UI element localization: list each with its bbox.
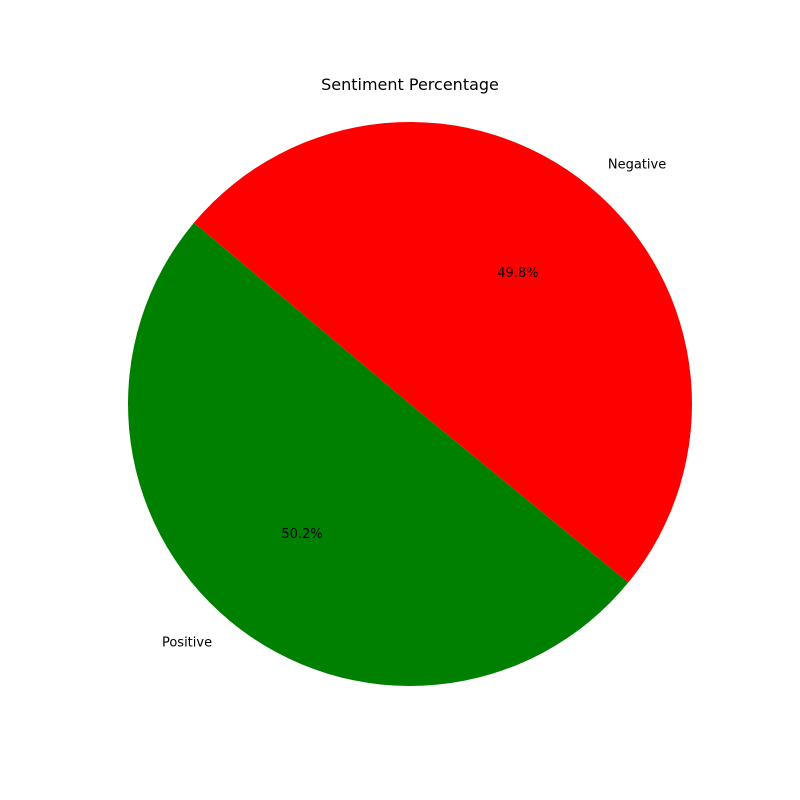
pct-label-positive: 50.2% <box>281 527 322 542</box>
slice-label-negative: Negative <box>608 158 666 173</box>
pie-labels: Positive 50.2% Negative 49.8% <box>162 158 666 651</box>
slice-label-positive: Positive <box>162 635 212 650</box>
chart-title: Sentiment Percentage <box>321 75 499 94</box>
pie-slice-negative <box>193 121 693 583</box>
pct-label-negative: 49.8% <box>497 266 538 281</box>
pie-slice-positive <box>128 222 629 686</box>
pie-slices <box>128 121 693 686</box>
